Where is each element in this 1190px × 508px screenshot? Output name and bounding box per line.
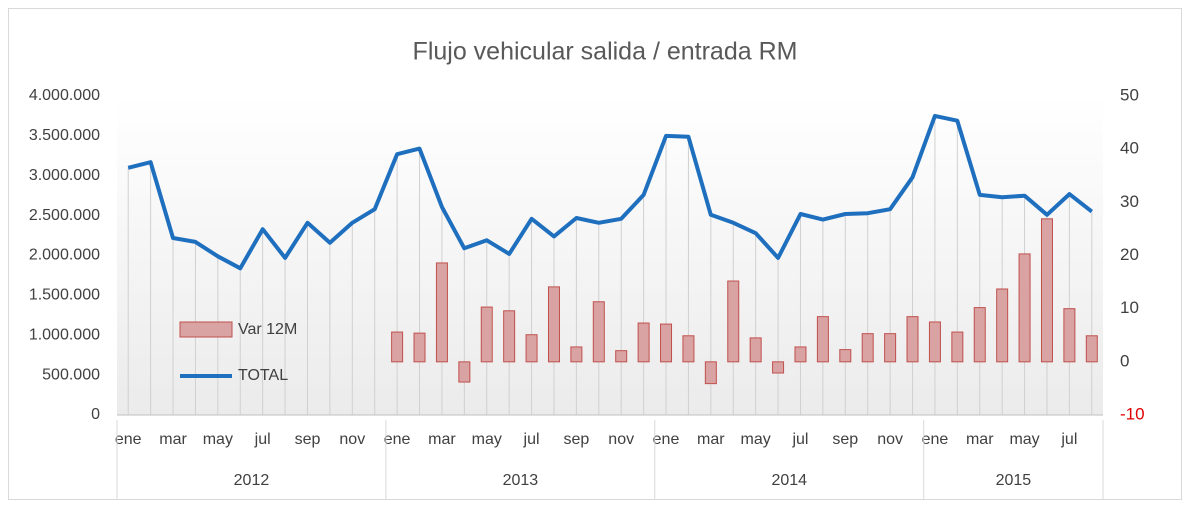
y2-tick-label: 0 bbox=[1120, 351, 1129, 370]
bar bbox=[973, 307, 986, 363]
x-tick-label: mar bbox=[966, 431, 994, 448]
bar bbox=[435, 262, 448, 363]
bar bbox=[704, 361, 717, 385]
bar bbox=[928, 321, 941, 363]
bar bbox=[1018, 253, 1031, 363]
bar bbox=[794, 346, 807, 363]
bar bbox=[727, 280, 740, 363]
x-tick-label: mar bbox=[159, 431, 187, 448]
y-tick-label: 1.500.000 bbox=[29, 287, 100, 304]
bar bbox=[1063, 308, 1076, 363]
bar bbox=[1040, 218, 1053, 363]
x-tick-label: ene bbox=[653, 431, 680, 448]
bar bbox=[682, 335, 695, 363]
x-tick-label: sep bbox=[295, 431, 321, 448]
bar bbox=[996, 288, 1009, 363]
bar bbox=[1085, 335, 1098, 363]
y2-tick-label: 40 bbox=[1120, 139, 1139, 158]
x-tick-label: jul bbox=[254, 431, 271, 448]
x-tick-label: ene bbox=[922, 431, 949, 448]
bar bbox=[480, 306, 493, 363]
y-tick-label: 2.000.000 bbox=[29, 247, 100, 264]
x-tick-label: jul bbox=[523, 431, 540, 448]
x-tick-label: mar bbox=[428, 431, 456, 448]
bar bbox=[660, 323, 673, 363]
year-label: 2013 bbox=[503, 472, 539, 489]
bar bbox=[637, 322, 650, 363]
line bbox=[127, 113, 1094, 271]
y2-tick-label: -10 bbox=[1120, 404, 1145, 423]
year-label: 2015 bbox=[996, 472, 1032, 489]
chart-title: Flujo vehicular salida / entrada RM bbox=[413, 38, 798, 66]
x-tick-label: may bbox=[472, 431, 502, 448]
y-tick-label: 1.000.000 bbox=[29, 326, 100, 343]
x-tick-label: ene bbox=[384, 431, 411, 448]
bar bbox=[391, 331, 404, 363]
bar bbox=[525, 334, 538, 363]
year-label: 2014 bbox=[771, 472, 807, 489]
x-tick-label: ene bbox=[115, 431, 142, 448]
y2-tick-label: 50 bbox=[1120, 85, 1139, 104]
y-tick-label: 2.500.000 bbox=[29, 207, 100, 224]
x-tick-label: nov bbox=[339, 431, 365, 448]
legend-label: TOTAL bbox=[238, 367, 288, 384]
bar bbox=[592, 301, 605, 363]
y-tick-label: 3.000.000 bbox=[29, 167, 100, 184]
y-tick-label: 500.000 bbox=[42, 366, 100, 383]
y-tick-label: 4.000.000 bbox=[29, 87, 100, 104]
y-tick-label: 0 bbox=[91, 406, 100, 423]
bar bbox=[906, 316, 919, 363]
x-tick-label: jul bbox=[1060, 431, 1077, 448]
x-tick-label: jul bbox=[791, 431, 808, 448]
x-tick-label: may bbox=[203, 431, 233, 448]
y2-tick-label: 10 bbox=[1120, 298, 1139, 317]
x-tick-label: mar bbox=[697, 431, 725, 448]
bar bbox=[503, 310, 516, 363]
bar bbox=[547, 286, 560, 363]
year-label: 2012 bbox=[234, 472, 270, 489]
bar bbox=[884, 333, 897, 363]
y2-tick-label: 30 bbox=[1120, 192, 1139, 211]
bar bbox=[951, 331, 964, 363]
x-tick-label: nov bbox=[877, 431, 903, 448]
x-tick-label: nov bbox=[608, 431, 634, 448]
bar bbox=[839, 349, 852, 363]
y2-tick-label: 20 bbox=[1120, 245, 1139, 264]
x-tick-label: sep bbox=[832, 431, 858, 448]
bar bbox=[772, 361, 785, 374]
legend-label: Var 12M bbox=[238, 321, 297, 338]
bar bbox=[458, 361, 471, 383]
x-tick-label: may bbox=[1009, 431, 1039, 448]
bar bbox=[816, 316, 829, 363]
y-tick-label: 3.500.000 bbox=[29, 127, 100, 144]
x-tick-label: sep bbox=[563, 431, 589, 448]
bar bbox=[413, 332, 426, 363]
bar bbox=[615, 350, 628, 363]
x-tick-label: may bbox=[741, 431, 771, 448]
bar bbox=[749, 337, 762, 363]
bar bbox=[861, 333, 874, 363]
legend-swatch bbox=[179, 321, 233, 338]
bar bbox=[570, 346, 583, 363]
